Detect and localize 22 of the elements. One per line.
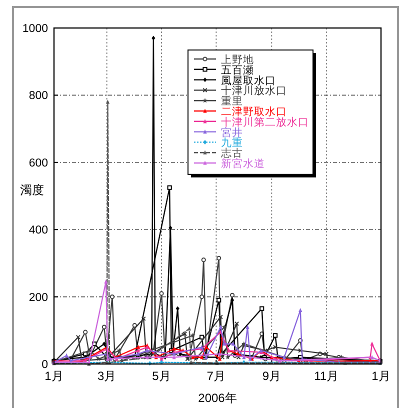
y-tick-label: 200	[28, 292, 48, 304]
x-tick-label: 11月	[314, 369, 339, 383]
y-tick-label: 400	[28, 224, 48, 237]
legend-label: 十津川第二放水口	[221, 115, 309, 128]
legend-label: 九重	[221, 136, 243, 150]
y-tick-label: 600	[28, 157, 48, 170]
y-tick-label: 800	[28, 90, 48, 102]
x-tick-label: 7月	[206, 369, 226, 383]
legend-label: 宮井	[221, 126, 243, 139]
y-tick-label: 0	[42, 359, 48, 371]
x-tick-label: 3月	[98, 369, 116, 383]
y-tick-label: 1000	[22, 23, 48, 35]
legend-label: 二津野取水口	[221, 105, 287, 118]
y-axis-title: 濁度	[20, 183, 44, 197]
x-tick-label: 1月	[372, 369, 390, 383]
legend-label: 五百瀬	[221, 64, 254, 76]
legend-label: 上野地	[221, 53, 254, 66]
legend-label: 新宮水道	[221, 157, 265, 170]
x-tick-label: 1月	[44, 369, 64, 383]
x-tick-label: 5月	[152, 369, 171, 383]
x-axis-title: 2006年	[198, 391, 237, 405]
x-tick-label: 9月	[262, 369, 282, 383]
